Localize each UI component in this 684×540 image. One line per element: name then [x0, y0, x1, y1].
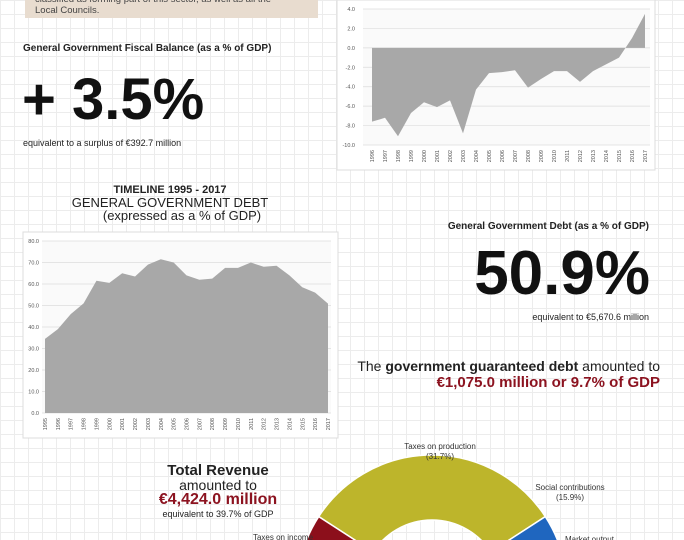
y-tick-label: -8.0: [346, 124, 355, 130]
x-tick-label: 2008: [526, 150, 532, 162]
big-figure: 50.9%: [474, 239, 650, 308]
note: equivalent to a surplus of €392.7 millio…: [23, 138, 182, 148]
x-tick-label: 2015: [617, 150, 623, 162]
x-tick-label: 2012: [578, 150, 584, 162]
intro-line: classified as forming part of this secto…: [35, 0, 271, 5]
donut-segment: [317, 454, 547, 540]
timeline-note: (expressed as a % of GDP): [102, 208, 262, 223]
y-tick-label: 60.0: [28, 282, 39, 288]
x-tick-label: 1997: [69, 418, 75, 430]
x-tick-label: 2013: [591, 150, 597, 162]
x-tick-label: 2004: [474, 150, 480, 162]
area: [372, 13, 645, 137]
x-tick-label: 2016: [630, 150, 636, 162]
x-tick-label: 1999: [94, 418, 100, 430]
x-tick-label: 2008: [210, 418, 216, 430]
x-tick-label: 2002: [133, 418, 139, 430]
x-tick-label: 2003: [461, 150, 467, 162]
timeline-title: TIMELINE 1995 - 2017: [113, 184, 227, 196]
x-tick-label: 2012: [262, 418, 268, 430]
heading: General Government Debt (as a % of GDP): [447, 221, 649, 232]
x-tick-label: 2000: [107, 418, 113, 430]
x-tick-label: 2004: [159, 418, 165, 430]
x-tick-label: 1996: [370, 150, 376, 162]
y-tick-label: 70.0: [28, 261, 39, 267]
big-figure: + 3.5%: [22, 67, 205, 132]
segment-label: Taxes on production: [404, 442, 476, 451]
y-tick-label: -10.0: [342, 143, 355, 149]
text-bold: government guaranteed debt: [385, 358, 579, 374]
guaranteed-amount: €1,075.0 million or 9.7% of GDP: [436, 374, 660, 391]
guaranteed-text: The government guaranteed debt amounted …: [357, 358, 660, 374]
x-tick-label: 2007: [513, 150, 519, 162]
text: amounted to: [582, 358, 660, 374]
x-tick-label: 2006: [185, 418, 191, 430]
revenue-title: Total Revenue: [167, 462, 269, 479]
x-tick-label: 1995: [43, 418, 49, 430]
y-tick-label: -4.0: [346, 85, 355, 91]
y-tick-label: 40.0: [28, 325, 39, 331]
segment-label: Market output: [565, 535, 615, 540]
x-tick-label: 2000: [422, 150, 428, 162]
segment-label: Social contributions: [535, 483, 604, 492]
segment-value-label: (15.9%): [556, 493, 584, 502]
text: The: [357, 358, 382, 374]
intro-box: [25, 0, 318, 18]
x-tick-label: 2010: [236, 418, 242, 430]
y-tick-label: 0.0: [347, 46, 355, 52]
donut-segment: [507, 515, 559, 540]
x-tick-label: 2017: [326, 418, 332, 430]
x-tick-label: 2017: [643, 150, 649, 162]
x-tick-label: 2009: [223, 418, 229, 430]
revenue-amount: €4,424.0 million: [158, 491, 278, 508]
y-tick-label: 50.0: [28, 304, 39, 310]
x-tick-label: 2015: [300, 418, 306, 430]
y-tick-label: -6.0: [346, 104, 355, 110]
x-tick-label: 2013: [275, 418, 281, 430]
x-tick-label: 2005: [487, 150, 493, 162]
x-tick-label: 2016: [313, 418, 319, 430]
revenue-line: amounted to: [179, 477, 257, 493]
x-tick-label: 1998: [82, 418, 88, 430]
x-tick-label: 2010: [552, 150, 558, 162]
x-tick-label: 1996: [56, 418, 62, 430]
y-tick-label: 4.0: [347, 7, 355, 13]
note: equivalent to €5,670.6 million: [532, 312, 649, 322]
x-tick-label: 2005: [172, 418, 178, 430]
x-tick-label: 2003: [146, 418, 152, 430]
y-tick-label: -2.0: [346, 65, 355, 71]
donut-segment: [305, 515, 357, 540]
y-tick-label: 30.0: [28, 347, 39, 353]
y-tick-label: 10.0: [28, 390, 39, 396]
x-tick-label: 1999: [409, 150, 415, 162]
heading: General Government Fiscal Balance (as a …: [23, 43, 272, 54]
segment-label: Taxes on income: [253, 533, 314, 540]
area: [45, 259, 328, 413]
y-tick-label: 2.0: [347, 26, 355, 32]
timeline-subtitle: GENERAL GOVERNMENT DEBT: [71, 195, 269, 210]
y-tick-label: 0.0: [31, 411, 39, 417]
y-tick-label: 20.0: [28, 368, 39, 374]
x-tick-label: 2014: [287, 418, 293, 430]
x-tick-label: 2002: [448, 150, 454, 162]
y-tick-label: 80.0: [28, 239, 39, 245]
x-tick-label: 2006: [500, 150, 506, 162]
segment-value-label: (31.7%): [426, 452, 454, 461]
x-tick-label: 1997: [383, 150, 389, 162]
x-tick-label: 2011: [249, 418, 255, 430]
x-tick-label: 2011: [565, 150, 571, 162]
x-tick-label: 2001: [120, 418, 126, 430]
x-tick-label: 2001: [435, 150, 441, 162]
x-tick-label: 1998: [396, 150, 402, 162]
x-tick-label: 2009: [539, 150, 545, 162]
x-tick-label: 2007: [197, 418, 203, 430]
x-tick-label: 2014: [604, 150, 610, 162]
revenue-note: equivalent to 39.7% of GDP: [162, 509, 274, 519]
intro-line: Local Councils.: [35, 5, 100, 16]
